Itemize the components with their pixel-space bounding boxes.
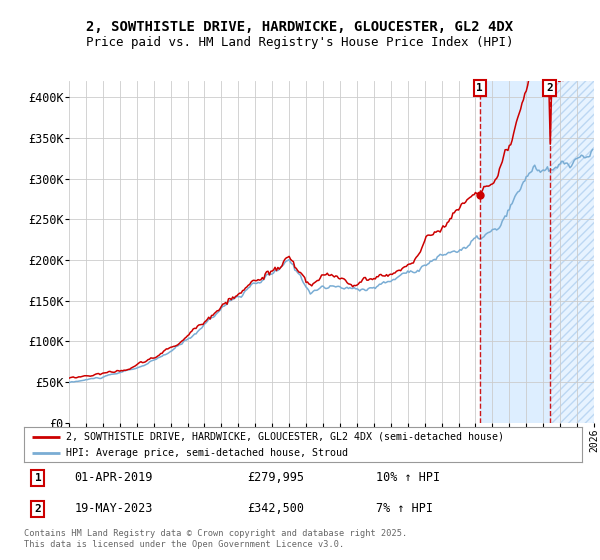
Text: 2: 2 [546,83,553,93]
Text: 1: 1 [476,83,483,93]
Text: £342,500: £342,500 [247,502,304,515]
Text: Contains HM Land Registry data © Crown copyright and database right 2025.
This d: Contains HM Land Registry data © Crown c… [24,529,407,549]
Bar [479,81,550,423]
Text: 10% ↑ HPI: 10% ↑ HPI [376,471,440,484]
Text: 7% ↑ HPI: 7% ↑ HPI [376,502,433,515]
Text: 2, SOWTHISTLE DRIVE, HARDWICKE, GLOUCESTER, GL2 4DX: 2, SOWTHISTLE DRIVE, HARDWICKE, GLOUCEST… [86,20,514,34]
Text: 01-APR-2019: 01-APR-2019 [74,471,152,484]
Text: 2: 2 [35,504,41,514]
Text: 1: 1 [35,473,41,483]
Text: £279,995: £279,995 [247,471,304,484]
Text: Price paid vs. HM Land Registry's House Price Index (HPI): Price paid vs. HM Land Registry's House … [86,36,514,49]
Text: HPI: Average price, semi-detached house, Stroud: HPI: Average price, semi-detached house,… [66,449,348,458]
Text: 19-MAY-2023: 19-MAY-2023 [74,502,152,515]
Text: 2, SOWTHISTLE DRIVE, HARDWICKE, GLOUCESTER, GL2 4DX (semi-detached house): 2, SOWTHISTLE DRIVE, HARDWICKE, GLOUCEST… [66,432,504,442]
Bar [550,81,594,423]
